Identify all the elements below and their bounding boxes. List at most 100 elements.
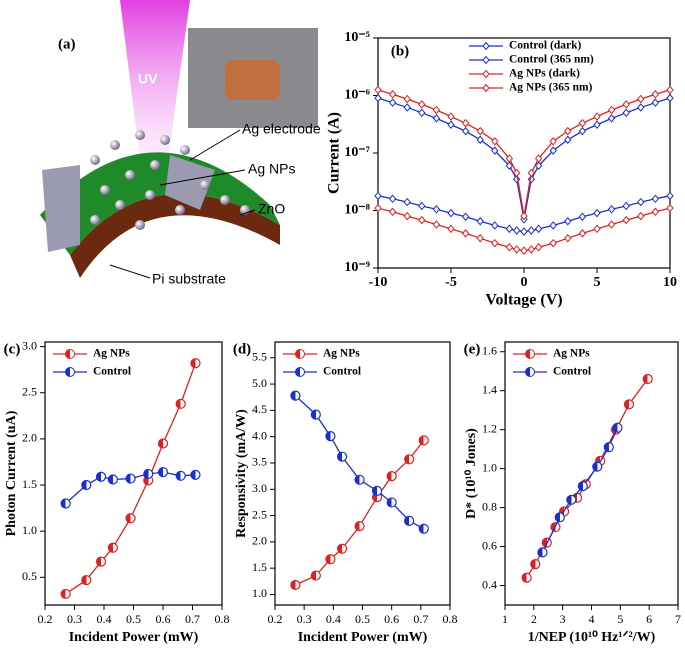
x-tick-label: 0.2 — [38, 612, 53, 626]
y-tick-label: 0.6 — [482, 538, 497, 552]
marker — [607, 105, 616, 115]
marker — [593, 208, 601, 218]
legend-marker — [65, 367, 75, 377]
marker — [530, 558, 541, 570]
marker — [461, 229, 470, 238]
marker — [374, 203, 382, 213]
x-tick-label: -10 — [369, 275, 388, 290]
marker — [505, 161, 514, 171]
marker — [491, 238, 499, 248]
y-tick-label: 3.5 — [252, 455, 267, 469]
marker — [666, 191, 674, 201]
x-axis-label: Voltage (V) — [485, 292, 562, 309]
y-tick-label: 4.0 — [252, 428, 267, 442]
marker — [637, 94, 645, 104]
x-tick-label: 0.4 — [326, 612, 341, 626]
marker — [651, 98, 660, 107]
y-tick-label: 10⁻⁶ — [344, 88, 370, 103]
marker — [290, 579, 301, 591]
marker — [513, 226, 521, 235]
x-tick-label: 0.2 — [268, 612, 283, 626]
legend-label: Ag NPs (365 nm) — [509, 82, 593, 94]
marker — [520, 227, 528, 236]
marker — [388, 98, 397, 107]
panel-label: (e) — [464, 341, 481, 357]
x-tick-label: 2 — [531, 612, 537, 626]
marker — [564, 216, 572, 226]
marker — [418, 201, 426, 211]
marker — [637, 211, 645, 221]
x-tick-label: 0.6 — [384, 612, 399, 626]
marker — [592, 461, 603, 472]
panel-label: (c) — [4, 341, 21, 357]
y-axis-label: Responsivity (mA/W) — [234, 409, 249, 538]
part-label: Ag NPs — [248, 161, 295, 177]
marker — [81, 574, 92, 586]
marker — [520, 246, 528, 255]
marker — [95, 471, 107, 482]
marker — [577, 481, 588, 492]
marker — [637, 197, 645, 207]
marker — [491, 146, 499, 155]
marker — [578, 126, 587, 136]
y-tick-label: 3.0 — [252, 481, 267, 495]
marker — [476, 233, 484, 243]
marker — [622, 201, 630, 211]
marker — [607, 220, 616, 229]
marker — [404, 515, 415, 526]
marker — [371, 485, 383, 496]
x-tick-label: 4 — [589, 612, 595, 626]
marker — [403, 94, 411, 104]
marker — [564, 126, 572, 136]
y-tick-label: 1.5 — [22, 477, 37, 491]
y-tick-label: 1.0 — [482, 460, 497, 474]
marker — [534, 154, 543, 163]
marker — [461, 212, 470, 221]
marker — [60, 498, 71, 509]
marker — [521, 572, 532, 583]
marker — [403, 211, 411, 221]
x-tick-label: 0.4 — [97, 612, 112, 626]
y-tick-label: 1.5 — [252, 560, 267, 574]
panel-label: (b) — [391, 43, 409, 59]
x-tick-label: -5 — [445, 275, 457, 290]
legend-label: Ag NPs — [553, 348, 590, 360]
marker — [513, 168, 521, 178]
y-tick-label: 2.0 — [22, 431, 37, 445]
x-tick-label: 0 — [521, 275, 528, 290]
y-tick-label: 10⁻⁹ — [344, 260, 370, 275]
plot-frame — [274, 341, 451, 606]
x-axis-label: Incident Power (mW) — [298, 630, 428, 645]
y-tick-label: 3.0 — [22, 338, 37, 352]
marker — [374, 93, 382, 103]
marker — [564, 233, 572, 243]
marker — [622, 215, 630, 225]
marker — [157, 438, 169, 449]
marker — [637, 103, 645, 112]
marker — [549, 238, 557, 248]
marker — [310, 570, 321, 581]
marker — [527, 245, 535, 254]
marker — [642, 373, 653, 385]
marker — [505, 224, 514, 234]
legend-marker — [482, 69, 490, 79]
x-tick-label: 3 — [560, 612, 566, 626]
marker — [666, 203, 674, 213]
marker — [623, 399, 635, 410]
y-tick-label: 10⁻⁵ — [344, 30, 370, 45]
marker — [432, 114, 441, 123]
marker — [549, 146, 557, 155]
leader — [239, 209, 256, 216]
y-tick-label: 4.5 — [252, 402, 267, 416]
leader — [189, 129, 241, 161]
marker — [607, 205, 616, 214]
marker — [527, 168, 535, 178]
y-axis-label: Photon Current (uA) — [4, 410, 19, 536]
legend-label: Control — [553, 366, 591, 378]
marker — [549, 221, 557, 230]
marker — [447, 224, 455, 234]
marker — [476, 135, 484, 145]
marker — [607, 114, 616, 123]
marker — [432, 105, 441, 115]
